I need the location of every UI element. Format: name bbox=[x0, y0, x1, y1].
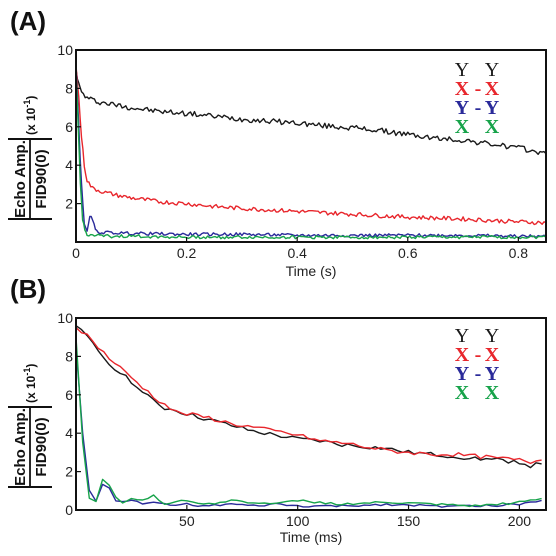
legend-left-symbol: X bbox=[455, 78, 470, 100]
legend-right-symbol: Y bbox=[485, 59, 499, 81]
panel-a: (A) 2 4 6 8 10 0 0.2 0.4 0.6 0.8 Time (s) Echo Amp. F… bbox=[8, 6, 547, 279]
x-tick-label: 150 bbox=[397, 513, 421, 529]
y-axis-label: Echo Amp. FID90(0) (x 10-1) bbox=[8, 96, 52, 220]
legend: Y YX - XY - YX X bbox=[455, 59, 500, 138]
ylabel-denominator: FID90(0) bbox=[33, 417, 50, 476]
x-tick-label: 0.8 bbox=[509, 245, 529, 261]
panel-b: (B) 0 2 4 6 8 10 50 100 150 200 Time (ms) Echo Amp. F… bbox=[8, 274, 547, 545]
legend-right-symbol: X bbox=[485, 78, 500, 100]
ylabel-denominator: FID90(0) bbox=[33, 149, 50, 208]
legend-right-symbol: X bbox=[485, 344, 500, 366]
ylabel-multiplier-close: ) bbox=[24, 364, 38, 368]
plot-frame bbox=[75, 317, 547, 511]
x-tick-label: 100 bbox=[286, 513, 310, 529]
legend-left-symbol: Y bbox=[455, 59, 469, 81]
legend-left-symbol: Y bbox=[455, 97, 470, 119]
legend-left-symbol: Y bbox=[455, 363, 470, 385]
legend-separator: - bbox=[475, 344, 482, 366]
ylabel-multiplier: (x 10-1) bbox=[22, 96, 38, 135]
y-tick-label: 4 bbox=[65, 157, 73, 173]
y-tick-label: 8 bbox=[65, 348, 73, 364]
ylabel-multiplier-base: (x 10 bbox=[24, 375, 38, 403]
series-line-y-y bbox=[75, 69, 547, 155]
y-tick-label: 10 bbox=[57, 42, 73, 58]
legend-left-symbol: X bbox=[455, 116, 470, 138]
panel-label: (B) bbox=[10, 274, 46, 304]
legend-left-symbol: Y bbox=[455, 325, 469, 347]
legend-separator: - bbox=[475, 363, 482, 385]
x-tick-label: 0 bbox=[72, 245, 80, 261]
plot-frame bbox=[75, 49, 547, 243]
ylabel-multiplier: (x 10-1) bbox=[22, 364, 38, 403]
series-line-x-x bbox=[75, 69, 547, 240]
legend-right-symbol: Y bbox=[485, 363, 500, 385]
y-tick-label: 10 bbox=[57, 310, 73, 326]
legend-separator: - bbox=[475, 97, 482, 119]
ylabel-multiplier-exponent: -1 bbox=[22, 100, 32, 108]
legend-separator: - bbox=[475, 78, 482, 100]
ylabel-multiplier-exponent: -1 bbox=[22, 368, 32, 376]
legend-right-symbol: X bbox=[485, 382, 500, 404]
series-line-x-x bbox=[75, 65, 547, 226]
x-tick-label: 200 bbox=[508, 513, 532, 529]
ylabel-numerator: Echo Amp. bbox=[12, 140, 29, 218]
y-axis-label: Echo Amp. FID90(0) (x 10-1) bbox=[8, 364, 52, 488]
panel-label: (A) bbox=[10, 6, 46, 36]
series-line-y-y bbox=[75, 325, 542, 469]
y-tick-label: 4 bbox=[65, 425, 73, 441]
legend-left-symbol: X bbox=[455, 344, 470, 366]
x-tick-label: 0.6 bbox=[398, 245, 418, 261]
legend-right-symbol: Y bbox=[485, 97, 500, 119]
y-tick-label: 2 bbox=[65, 464, 73, 480]
legend: Y YX - XY - YX X bbox=[455, 325, 500, 404]
legend-left-symbol: X bbox=[455, 382, 470, 404]
x-tick-label: 0.4 bbox=[287, 245, 307, 261]
y-tick-label: 6 bbox=[65, 119, 73, 135]
ylabel-multiplier-close: ) bbox=[24, 96, 38, 100]
ylabel-numerator: Echo Amp. bbox=[12, 408, 29, 486]
ylabel-multiplier-base: (x 10 bbox=[24, 107, 38, 135]
legend-right-symbol: X bbox=[485, 116, 500, 138]
x-tick-label: 0.2 bbox=[177, 245, 197, 261]
x-tick-label: 50 bbox=[179, 513, 195, 529]
legend-right-symbol: Y bbox=[485, 325, 499, 347]
y-tick-label: 2 bbox=[65, 196, 73, 212]
x-axis-label: Time (s) bbox=[286, 263, 337, 279]
series-line-x-x bbox=[75, 337, 542, 508]
series-line-y-y bbox=[75, 346, 542, 508]
series-line-x-x bbox=[75, 327, 542, 465]
y-tick-label: 6 bbox=[65, 387, 73, 403]
y-tick-label: 0 bbox=[65, 502, 73, 518]
x-axis-label: Time (ms) bbox=[280, 529, 342, 545]
y-tick-label: 8 bbox=[65, 80, 73, 96]
